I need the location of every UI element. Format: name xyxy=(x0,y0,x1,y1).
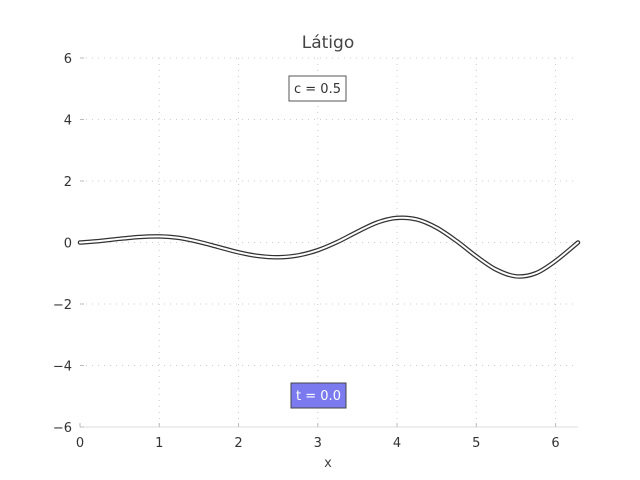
t-value-box-frame xyxy=(290,382,347,409)
x-tick-label: 0 xyxy=(76,436,84,451)
c-value-label: c = 0.5 xyxy=(294,82,341,97)
x-tick-label: 1 xyxy=(155,436,163,451)
x-axis-label: x xyxy=(324,456,332,471)
grid xyxy=(79,57,578,428)
x-tick-label: 6 xyxy=(551,436,559,451)
y-tick-label: 6 xyxy=(64,52,72,67)
x-tick-label: 5 xyxy=(472,436,480,451)
y-tick-label: 0 xyxy=(64,237,72,252)
whip-curve-core xyxy=(79,216,579,278)
y-tick-label: 4 xyxy=(64,114,72,129)
x-tick-label: 4 xyxy=(393,436,401,451)
x-tick-label: 3 xyxy=(314,436,322,451)
y-tick-label: −6 xyxy=(53,421,72,436)
whip-curve-outline xyxy=(77,215,581,279)
chart-title: Látigo xyxy=(302,33,354,53)
t-value-box: t = 0.0 xyxy=(290,382,347,409)
x-tick-label: 2 xyxy=(234,436,242,451)
y-tick-label: −2 xyxy=(53,298,72,313)
y-tick-label: −4 xyxy=(53,360,72,375)
series-layer xyxy=(77,215,581,279)
c-value-box-frame xyxy=(288,75,347,102)
t-value-label: t = 0.0 xyxy=(296,389,341,404)
axes: 0 1 2 3 4 5 6 −6 −4 −2 0 2 4 6 xyxy=(53,52,578,451)
y-tick-label: 2 xyxy=(64,175,72,190)
c-value-box: c = 0.5 xyxy=(288,75,347,102)
